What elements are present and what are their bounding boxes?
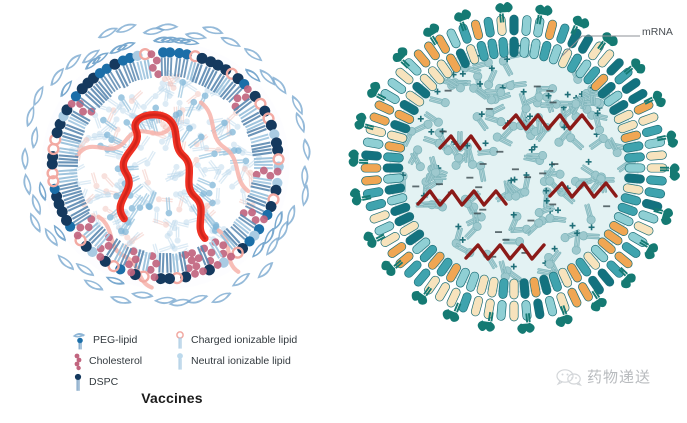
lnp-right-svg: [348, 2, 680, 334]
legend-label: Neutral ionizable lipid: [191, 355, 291, 368]
neutral-ionizable-lipid-icon: [174, 352, 186, 372]
legend-label: Cholesterol: [89, 355, 143, 368]
charged-ionizable-lipid-icon: [174, 330, 186, 351]
lipid-corona: [21, 23, 311, 307]
peg-lipid-icon: [72, 331, 88, 351]
peg-corona: [348, 2, 680, 334]
panel-science: PEG-lipid Ionizable lipid: [344, 0, 687, 423]
watermark-text: 药物递送: [587, 368, 652, 386]
mrna-callout-label: mRNA: [642, 26, 673, 38]
lipid-bilayer-shell: [360, 14, 668, 322]
wechat-icon: [556, 368, 583, 386]
watermark: 药物递送: [556, 366, 651, 387]
core-lipid-scatter: [398, 42, 636, 283]
legend-label: PEG-lipid: [93, 334, 138, 347]
legend-item-peg-lipid[interactable]: PEG-lipid: [72, 331, 170, 351]
legend-item-charged-ionizable-lipid[interactable]: Charged ionizable lipid: [174, 330, 326, 351]
mrna-strand-core: [116, 111, 209, 243]
panel-title-vaccines: Vaccines: [141, 390, 203, 406]
mrna-leader-line: [561, 35, 640, 57]
dspc-icon: [72, 373, 84, 393]
legend-label: DSPC: [89, 376, 119, 389]
legend-vaccines: PEG-lipid Charged ionizable lipid: [72, 330, 322, 393]
panel-vaccines: PEG-lipid Charged ionizable lipid: [8, 8, 323, 406]
legend-label: Charged ionizable lipid: [191, 334, 298, 347]
lipid-nanoparticle-vaccines: [8, 8, 323, 323]
legend-item-cholesterol[interactable]: Cholesterol: [72, 352, 170, 372]
core-lipid-scatter: [68, 69, 263, 261]
cholesterol-icon: [72, 352, 84, 372]
lipid-nanoparticle-science: [348, 2, 680, 334]
legend-item-neutral-ionizable-lipid[interactable]: Neutral ionizable lipid: [174, 352, 326, 372]
lnp-left-svg: [21, 23, 311, 307]
legend-item-dspc[interactable]: DSPC: [72, 373, 170, 393]
mrna-strands: [416, 113, 618, 261]
